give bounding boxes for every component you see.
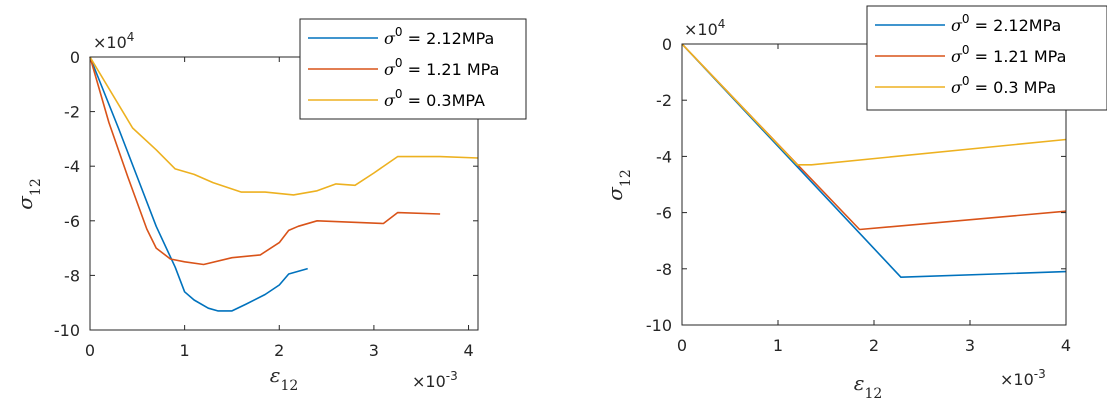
y-exponent-label: ×104 [684, 17, 725, 39]
series-line-1 [89, 56, 308, 312]
y-tick-label: -2 [656, 91, 672, 110]
series-line-2 [89, 56, 441, 266]
x-axis-label-sub: 12 [864, 386, 882, 402]
x-axis-label: ε12 [854, 371, 883, 402]
x-axis-label-sub: 12 [280, 378, 298, 394]
x-exponent-label: ×10-3 [412, 369, 458, 391]
legend-value: = 2.12MPa [403, 29, 495, 48]
legend-value: = 1.21 MPa [403, 60, 500, 79]
x-tick-label: 0 [85, 341, 95, 360]
y-tick-label: -4 [656, 147, 672, 166]
y-axis-label-sub: 12 [28, 178, 44, 196]
legend-power: 0 [395, 87, 403, 101]
legend-label-3: σ0 = 0.3 MPa [951, 74, 1056, 97]
y-tick-label: -6 [656, 204, 672, 223]
legend-symbol: σ [384, 29, 396, 48]
legend-symbol: σ [951, 16, 963, 35]
y-axis-label: σ12 [13, 178, 44, 209]
x-exponent-power: -3 [446, 369, 458, 383]
y-exponent-power: 4 [127, 30, 135, 44]
x-tick-label: 0 [677, 336, 687, 355]
legend-value: = 0.3MPA [403, 91, 485, 110]
legend-value: = 1.21 MPa [970, 47, 1067, 66]
legend-power: 0 [395, 56, 403, 70]
legend-label-3: σ0 = 0.3MPA [384, 87, 485, 110]
series-line-3 [681, 43, 1067, 166]
legend-value: = 2.12MPa [970, 16, 1062, 35]
legend-label-2: σ0 = 1.21 MPa [951, 43, 1066, 66]
legend-box [866, 5, 1107, 111]
legend-power: 0 [962, 43, 970, 57]
y-exponent-power: 4 [718, 17, 726, 31]
y-tick-label: -4 [64, 157, 80, 176]
legend-power: 0 [395, 25, 403, 39]
y-tick-label: -10 [54, 321, 80, 340]
x-exponent-power: -3 [1034, 367, 1046, 381]
legend-power: 0 [962, 12, 970, 26]
x-tick-label: 2 [274, 341, 284, 360]
y-exponent-label: ×104 [93, 30, 134, 52]
x-tick-label: 4 [463, 341, 473, 360]
y-tick-label: 0 [70, 48, 80, 67]
y-tick-label: -2 [64, 103, 80, 122]
x-tick-label: 1 [773, 336, 783, 355]
legend-symbol: σ [384, 91, 396, 110]
legend-power: 0 [962, 74, 970, 88]
y-axis-label-group: σ12 [13, 178, 44, 209]
x-tick-label: 3 [965, 336, 975, 355]
legend-label-2: σ0 = 1.21 MPa [384, 56, 499, 79]
series-line-1 [681, 43, 1067, 279]
x-tick-label: 1 [180, 341, 190, 360]
y-tick-label: -8 [656, 260, 672, 279]
series-line-3 [89, 56, 479, 196]
y-axis-label-group: σ12 [603, 169, 634, 200]
legend-label-1: σ0 = 2.12MPa [951, 12, 1061, 35]
x-axis-label: ε12 [270, 363, 299, 394]
axes-box [89, 56, 479, 331]
x-tick-label: 3 [369, 341, 379, 360]
y-axis-label: σ12 [603, 169, 634, 200]
legend-value: = 0.3 MPa [970, 78, 1057, 97]
y-tick-label: 0 [662, 35, 672, 54]
legend-symbol: σ [951, 78, 963, 97]
y-tick-label: -8 [64, 266, 80, 285]
x-tick-label: 4 [1061, 336, 1071, 355]
y-tick-label: -6 [64, 212, 80, 231]
y-axis-label-sub: 12 [618, 169, 634, 187]
x-tick-label: 2 [869, 336, 879, 355]
legend-symbol: σ [384, 60, 396, 79]
legend-label-1: σ0 = 2.12MPa [384, 25, 494, 48]
legend-symbol: σ [951, 47, 963, 66]
x-exponent-label: ×10-3 [1000, 367, 1046, 389]
y-tick-label: -10 [646, 316, 672, 335]
